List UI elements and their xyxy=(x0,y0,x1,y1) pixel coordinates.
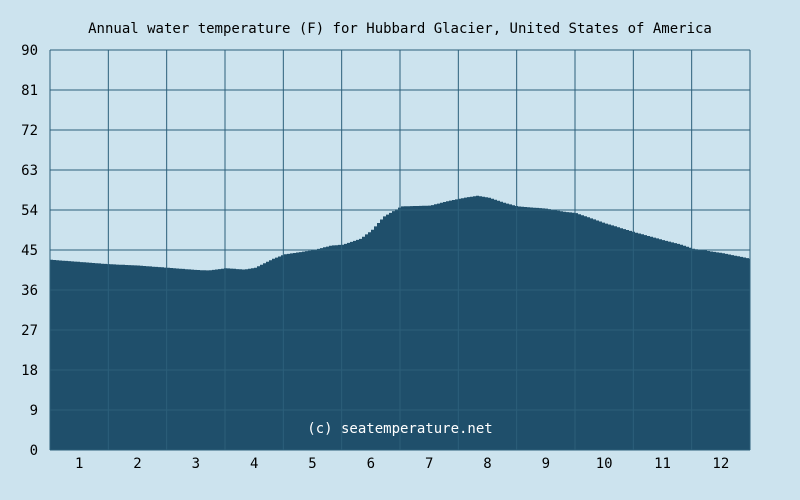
x-tick-label: 11 xyxy=(654,456,671,472)
x-tick-label: 6 xyxy=(367,456,375,472)
y-tick-label: 54 xyxy=(21,203,38,219)
x-tick-label: 5 xyxy=(308,456,316,472)
y-tick-label: 36 xyxy=(21,283,38,299)
x-tick-label: 4 xyxy=(250,456,258,472)
y-tick-label: 72 xyxy=(21,123,38,139)
x-tick-label: 1 xyxy=(75,456,83,472)
watermark-text: (c) seatemperature.net xyxy=(307,421,492,437)
x-tick-label: 7 xyxy=(425,456,433,472)
y-tick-label: 90 xyxy=(21,43,38,59)
y-tick-label: 18 xyxy=(21,363,38,379)
x-tick-label: 9 xyxy=(542,456,550,472)
x-tick-label: 3 xyxy=(192,456,200,472)
y-tick-label: 9 xyxy=(30,403,38,419)
y-tick-label: 63 xyxy=(21,163,38,179)
y-tick-label: 81 xyxy=(21,83,38,99)
y-tick-label: 45 xyxy=(21,243,38,259)
chart-title: Annual water temperature (F) for Hubbard… xyxy=(88,21,712,37)
x-tick-label: 2 xyxy=(133,456,141,472)
x-tick-label: 8 xyxy=(483,456,491,472)
x-tick-label: 10 xyxy=(596,456,613,472)
x-tick-label: 12 xyxy=(712,456,729,472)
y-tick-label: 0 xyxy=(30,443,38,459)
y-tick-label: 27 xyxy=(21,323,38,339)
